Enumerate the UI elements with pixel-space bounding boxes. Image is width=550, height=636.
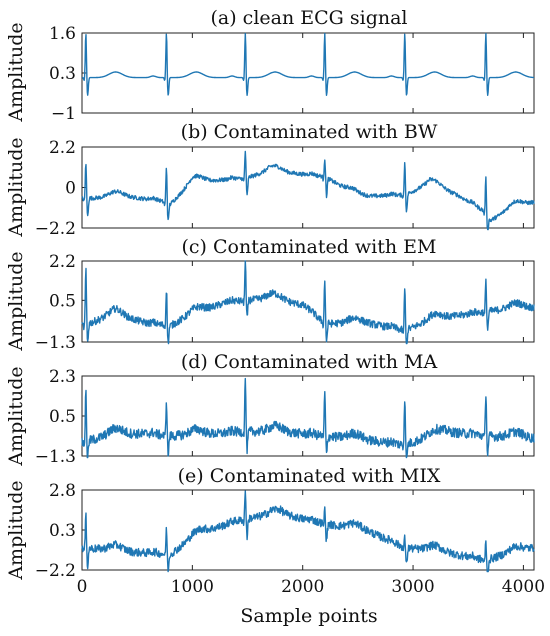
panel-c-ylabel: Amplitude <box>5 251 27 351</box>
panel-a-ytick-label: 1.6 <box>49 24 76 44</box>
panel-a-ytick-label: −1 <box>51 104 76 124</box>
panel-c-frame <box>81 260 535 343</box>
panel-b-title: (b) Contaminated with BW <box>181 121 438 143</box>
panel-b-ytick-label: −2.2 <box>35 219 76 239</box>
panel-d-ytick-label: −1.3 <box>35 447 76 467</box>
panel-b-frame <box>81 146 535 229</box>
panel-c-title: (c) Contaminated with EM <box>182 236 437 258</box>
panel-b-ytick-label: 0 <box>65 179 76 199</box>
panel-a-frame <box>81 32 535 114</box>
panel-a-signal-line <box>81 32 535 96</box>
panel-d-ylabel: Amplitude <box>5 366 27 466</box>
panel-e-ytick-label: 0.3 <box>49 521 76 541</box>
panel-d-title: (d) Contaminated with MA <box>181 351 438 373</box>
panel-a: (a) clean ECG signal Amplitude <box>5 7 408 123</box>
panel-c: (c) Contaminated with EM Amplitude <box>5 236 437 352</box>
x-tick-label: 2000 <box>281 577 324 597</box>
x-tick-label: 4000 <box>502 577 545 597</box>
panel-d-signal-line <box>81 377 535 459</box>
x-tick-label: 1000 <box>171 577 214 597</box>
panel-a-title: (a) clean ECG signal <box>210 7 407 29</box>
panel-b-signal-line <box>81 150 535 231</box>
panel-e-ytick-label: 2.8 <box>49 481 76 501</box>
x-axis-label: Sample points <box>240 605 377 627</box>
panel-d-ytick-label: 2.3 <box>49 367 76 387</box>
panel-c-ytick-label: 2.2 <box>49 252 76 272</box>
panel-c-ytick-label: 0.5 <box>49 291 76 311</box>
panel-a-ylabel: Amplitude <box>5 22 27 122</box>
panel-e-ylabel: Amplitude <box>5 480 27 580</box>
panel-b-ylabel: Amplitude <box>5 137 27 237</box>
panel-b: (b) Contaminated with BW Amplitude <box>5 121 438 238</box>
x-tick-label: 3000 <box>391 577 434 597</box>
panel-d-frame <box>81 375 535 457</box>
panel-e-ytick-label: −2.2 <box>35 561 76 581</box>
x-tick-label: 0 <box>77 577 88 597</box>
panel-d-ytick-label: 0.5 <box>49 407 76 427</box>
panel-b-ytick-label: 2.2 <box>49 138 76 158</box>
panel-e: (e) Contaminated with MIX Amplitude Samp… <box>5 465 441 627</box>
panel-e-signal-line <box>81 490 535 573</box>
plot-area: 1.60.3−12.20−2.22.20.5−1.32.30.5−1.32.80… <box>35 24 545 597</box>
panel-c-signal-line <box>81 260 535 345</box>
panel-a-ytick-label: 0.3 <box>49 64 76 84</box>
panel-e-title: (e) Contaminated with MIX <box>178 465 441 487</box>
panel-d: (d) Contaminated with MA Amplitude <box>5 351 437 467</box>
panel-c-ytick-label: −1.3 <box>35 333 76 353</box>
